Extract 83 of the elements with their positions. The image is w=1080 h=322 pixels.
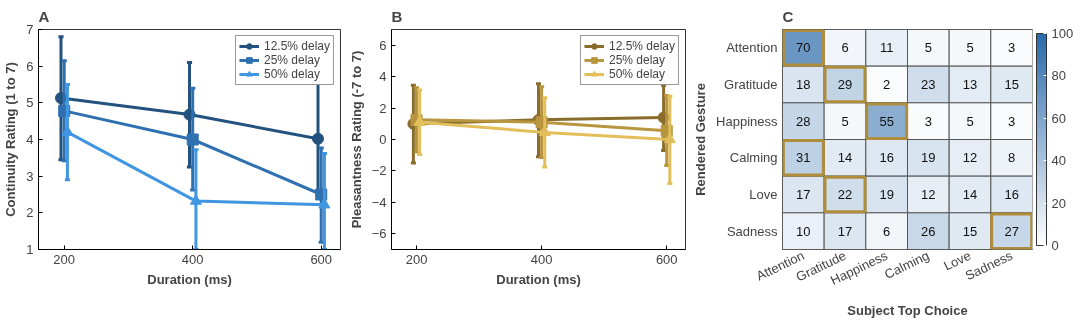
data-label: 26 [921,223,936,239]
data-label: 16 [879,150,894,166]
data-label: 70 [796,40,811,56]
x-axis-title: Subject Top Choice [847,302,968,318]
x-tick-label: 600 [655,251,678,267]
data-label: 11 [879,40,894,56]
legend-label: 12.5% delay [263,39,330,53]
y-tick-label: 0 [379,132,387,147]
color-bar-label: 0 [1051,238,1059,253]
data-label: 12 [921,187,936,202]
data-label: 5 [924,40,932,56]
color-bar-label: 40 [1051,153,1066,169]
data-label: 13 [962,77,978,92]
y-axis-title: Continuity Rating (1 to 7) [3,62,19,217]
color-bar-label: 100 [1051,26,1074,41]
data-label: 6 [883,223,891,239]
y-tick-label: 7 [26,22,34,37]
data-label: 29 [837,77,853,92]
data-label: 17 [796,187,811,202]
data-label: 3 [1008,40,1016,56]
data-label: 5 [966,40,974,56]
data-label: 31 [796,150,811,166]
y-tick-label: 1 [26,242,34,257]
y-tick-label: Sadness [726,223,778,239]
data-label: 27 [1004,223,1019,239]
data-label: 22 [837,187,853,202]
data-label: 2 [883,77,891,92]
y-tick-label: 3 [26,168,34,184]
color-bar-label: 80 [1051,68,1066,84]
x-tick-label: 200 [405,251,428,267]
data-label: 16 [1004,187,1019,202]
data-label: 18 [796,77,811,92]
data-label: 6 [841,40,849,56]
x-tick-label: 400 [530,251,553,267]
x-tick-label: 600 [310,251,333,267]
data-label: 28 [796,113,811,129]
data-label: 17 [837,223,853,239]
y-tick-label: 5 [26,95,34,111]
data-label: 55 [879,113,894,129]
data-label: 3 [1008,113,1016,129]
x-axis-title: Duration (ms) [147,271,232,287]
legend-label: 50% delay [263,67,320,81]
chart-title: A [38,7,50,25]
legend-label: 25% delay [608,53,665,67]
y-tick-label: 4 [26,132,34,147]
data-label: 5 [966,113,974,129]
data-label: 10 [796,223,811,239]
y-tick-label: 2 [26,205,34,221]
x-tick-label: 200 [53,251,76,267]
y-tick-label: −2 [371,163,387,179]
data-label: 8 [1008,150,1016,166]
color-bar-label: 20 [1051,195,1066,211]
data-label: 14 [837,150,853,166]
y-tick-label: Love [749,187,778,202]
y-tick-label: 4 [379,69,387,85]
y-tick-label: 6 [379,37,387,53]
x-tick-label: 400 [181,251,204,267]
data-label: 12 [962,150,978,166]
y-tick-label: Calming [729,150,778,166]
chart-title: B [391,7,403,25]
y-tick-label: Happiness [716,113,778,129]
data-label: 19 [879,187,894,202]
legend-label: 25% delay [263,53,320,67]
data-label: 23 [921,77,936,92]
legend-label: 12.5% delay [608,39,675,53]
y-tick-label: 2 [379,100,387,116]
legend-label: 50% delay [608,67,665,81]
data-label: 15 [1004,77,1019,92]
chart-title: C [782,7,794,25]
data-label: 3 [924,113,932,129]
y-tick-label: Gratitude [724,77,778,92]
data-label: 14 [962,187,978,202]
data-label: 19 [921,150,936,166]
y-axis-title: Rendered Gesture [693,83,709,196]
data-label: 5 [841,113,849,129]
x-axis-title: Duration (ms) [496,271,581,287]
y-tick-label: −4 [371,194,387,210]
y-tick-label: −6 [371,226,387,242]
y-tick-label: 6 [26,58,34,74]
y-tick-label: Attention [726,40,778,56]
data-label: 15 [962,223,978,239]
y-axis-title: Pleasantness Rating (-7 to 7) [348,50,364,229]
color-bar-label: 60 [1051,110,1066,126]
